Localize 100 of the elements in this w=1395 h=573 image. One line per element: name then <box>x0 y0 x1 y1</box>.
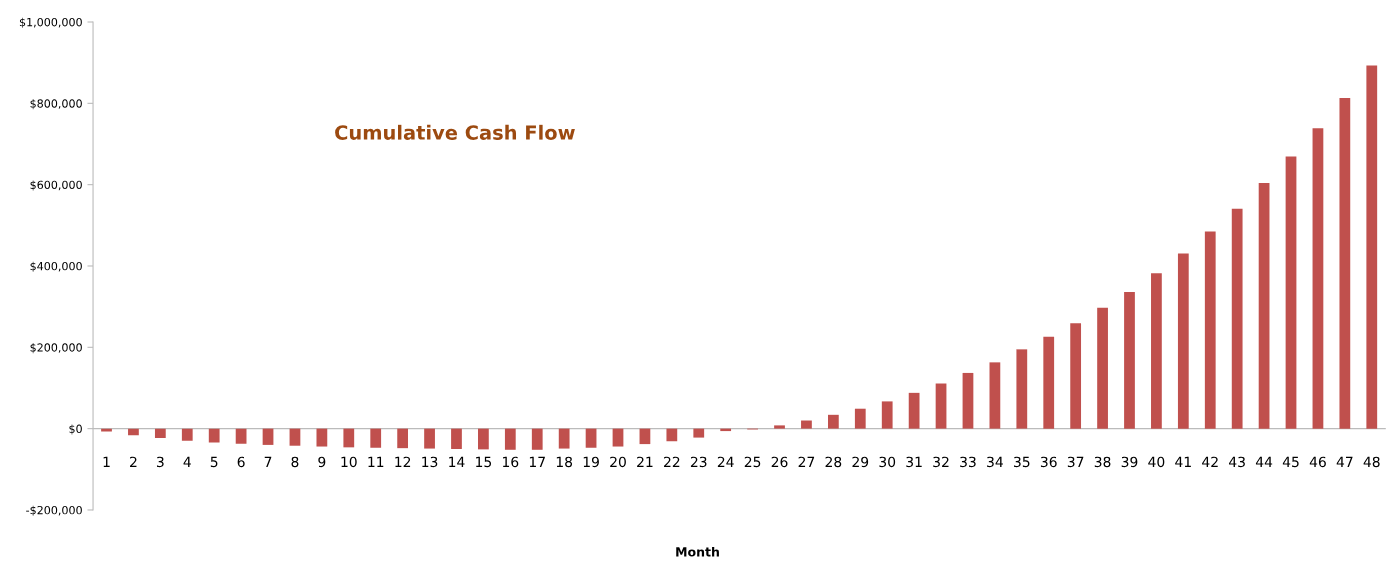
y-tick-label: $600,000 <box>30 180 82 191</box>
x-tick-label: 13 <box>422 456 438 468</box>
x-tick-label: 22 <box>664 456 680 467</box>
x-tick-label: 8 <box>291 456 299 468</box>
bar <box>1124 292 1135 429</box>
x-tick-label: 29 <box>852 456 869 468</box>
x-tick-label: 10 <box>341 456 357 468</box>
bar <box>424 428 435 449</box>
bar <box>128 428 139 436</box>
x-tick-label: 20 <box>610 456 626 468</box>
x-tick-label: 39 <box>1121 456 1138 468</box>
bar <box>531 428 543 450</box>
x-tick-label: 35 <box>1014 456 1030 468</box>
x-tick-label: 23 <box>690 456 707 468</box>
bar <box>827 414 839 429</box>
bar <box>1151 273 1162 429</box>
bar <box>558 428 570 449</box>
bar <box>343 428 355 448</box>
y-tick-label: $0 <box>69 424 82 435</box>
bar <box>854 408 866 429</box>
y-tick-label: $200,000 <box>30 343 82 354</box>
x-axis-title: Month <box>676 546 719 557</box>
x-tick-label: 9 <box>318 456 326 468</box>
bar <box>451 428 462 449</box>
bar <box>935 383 947 429</box>
x-tick-label: 48 <box>1363 456 1380 468</box>
bar <box>1070 323 1082 429</box>
y-tick-label: $1,000,000 <box>19 17 82 28</box>
bar <box>1016 349 1028 429</box>
x-tick-label: 17 <box>529 456 545 467</box>
bar <box>1177 253 1189 429</box>
text: Cumulative Cash Flow <box>335 124 575 140</box>
x-tick-label: 47 <box>1336 456 1353 467</box>
bar <box>639 428 651 445</box>
bar <box>908 392 920 429</box>
bar <box>1043 336 1055 429</box>
bar <box>316 428 328 447</box>
bar <box>962 372 974 429</box>
x-tick-label: 27 <box>798 456 815 467</box>
bar <box>881 401 893 429</box>
bar <box>181 428 193 441</box>
y-tick-label: $400,000 <box>30 261 82 272</box>
y-tick-label: $800,000 <box>30 99 82 110</box>
x-tick-label: 3 <box>156 456 164 468</box>
x-tick-label: 45 <box>1282 456 1299 468</box>
bar <box>1339 98 1351 429</box>
bar <box>1312 128 1324 429</box>
bar <box>1231 208 1243 429</box>
x-tick-label: 38 <box>1094 456 1111 468</box>
bar <box>478 428 489 450</box>
x-tick-label: 21 <box>637 456 653 467</box>
bar <box>262 428 274 445</box>
bar <box>801 420 812 429</box>
bar <box>666 428 678 442</box>
bar <box>989 362 1001 429</box>
x-tick-label: 25 <box>744 456 761 468</box>
x-tick-label: 43 <box>1229 456 1245 468</box>
x-tick-label: 40 <box>1148 456 1165 468</box>
x-tick-label: 31 <box>906 456 922 468</box>
x-tick-label: 30 <box>879 456 896 468</box>
x-tick-label: 46 <box>1309 456 1326 468</box>
bar <box>1097 307 1108 429</box>
bar <box>693 428 705 438</box>
bar <box>504 428 516 450</box>
x-tick-label: 33 <box>960 456 976 468</box>
bar <box>154 428 166 438</box>
bar <box>235 428 247 444</box>
y-tick-label: -$200,000 <box>26 505 82 516</box>
x-tick-label: 6 <box>237 456 245 468</box>
bar <box>612 428 624 447</box>
bar <box>1366 65 1378 429</box>
bar <box>1258 183 1270 429</box>
bar <box>289 428 301 446</box>
x-tick-label: 44 <box>1255 456 1273 467</box>
x-tick-label: 28 <box>825 456 842 468</box>
x-tick-label: 42 <box>1202 456 1218 467</box>
x-tick-label: 36 <box>1040 456 1057 468</box>
bar <box>1285 156 1297 429</box>
bar <box>397 428 409 449</box>
x-tick-label: 18 <box>556 456 573 468</box>
x-tick-label: 19 <box>583 456 599 468</box>
x-tick-label: 26 <box>771 456 788 468</box>
x-tick-label: 5 <box>210 456 218 468</box>
x-tick-label: 12 <box>395 456 411 467</box>
x-tick-label: 32 <box>933 456 949 468</box>
bar <box>585 428 597 448</box>
x-tick-label: 37 <box>1067 456 1084 468</box>
bar <box>370 428 382 448</box>
x-tick-label: 24 <box>717 456 734 467</box>
x-tick-label: 16 <box>503 456 519 468</box>
x-tick-label: 41 <box>1175 456 1191 467</box>
x-tick-label: 1 <box>103 456 110 467</box>
x-tick-label: 34 <box>987 456 1003 468</box>
x-tick-label: 11 <box>368 456 384 467</box>
bar <box>1204 231 1216 429</box>
x-tick-label: 15 <box>476 456 492 468</box>
x-tick-label: 14 <box>449 456 465 467</box>
x-tick-label: 4 <box>183 456 191 467</box>
x-tick-label: 7 <box>264 456 272 467</box>
x-tick-label: 2 <box>130 456 137 467</box>
